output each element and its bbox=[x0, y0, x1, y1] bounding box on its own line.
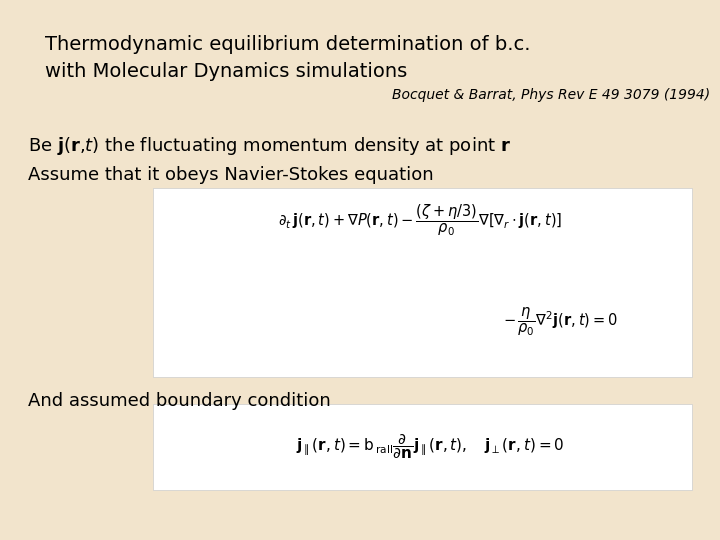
Text: $-\,\dfrac{\eta}{\rho_0}\nabla^2\mathbf{j}(\mathbf{r},t)=0$: $-\,\dfrac{\eta}{\rho_0}\nabla^2\mathbf{… bbox=[503, 306, 617, 338]
FancyBboxPatch shape bbox=[153, 404, 692, 490]
Text: Thermodynamic equilibrium determination of b.c.: Thermodynamic equilibrium determination … bbox=[45, 35, 531, 54]
Text: $\partial_t\,\mathbf{j}(\mathbf{r},t)+\nabla P(\mathbf{r},t)-\dfrac{(\zeta+\eta/: $\partial_t\,\mathbf{j}(\mathbf{r},t)+\n… bbox=[278, 202, 562, 238]
Text: Assume that it obeys Navier-Stokes equation: Assume that it obeys Navier-Stokes equat… bbox=[28, 166, 433, 184]
Text: $\mathbf{j}_\parallel(\mathbf{r},t)=\mathrm{b}_{\,\mathrm{rall}}\dfrac{\partial}: $\mathbf{j}_\parallel(\mathbf{r},t)=\mat… bbox=[296, 433, 564, 461]
Text: with Molecular Dynamics simulations: with Molecular Dynamics simulations bbox=[45, 62, 408, 81]
Text: And assumed boundary condition: And assumed boundary condition bbox=[28, 392, 330, 410]
FancyBboxPatch shape bbox=[153, 188, 692, 377]
Text: Be $\mathbf{j}$($\mathbf{r}$,$t$) the fluctuating momentum density at point $\ma: Be $\mathbf{j}$($\mathbf{r}$,$t$) the fl… bbox=[28, 135, 511, 157]
Text: Bocquet & Barrat, Phys Rev E 49 3079 (1994): Bocquet & Barrat, Phys Rev E 49 3079 (19… bbox=[392, 88, 710, 102]
